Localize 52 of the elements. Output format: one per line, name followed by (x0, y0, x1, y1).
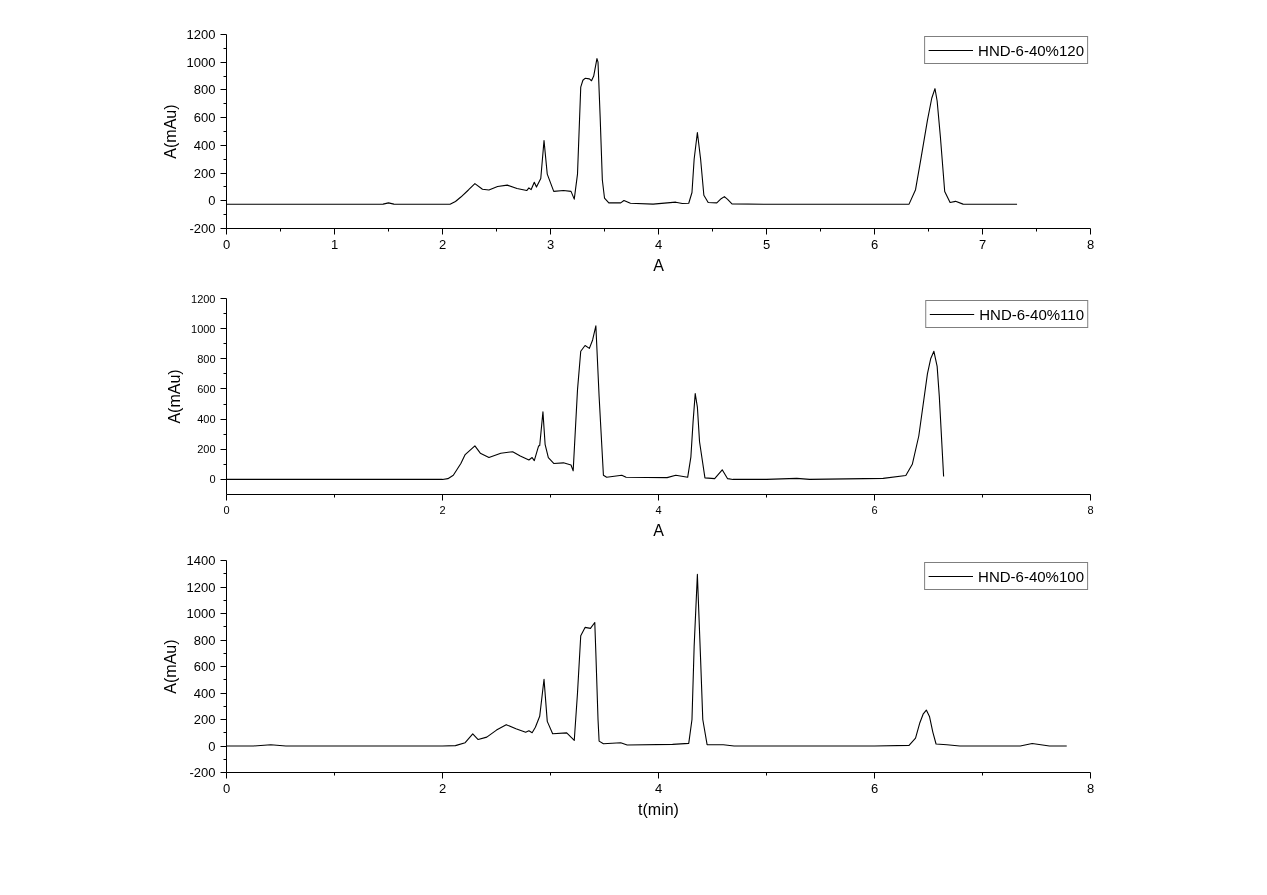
y-tick-label: 400 (197, 413, 216, 426)
y-tick-label: 1000 (191, 322, 216, 335)
x-tick-label: 1 (330, 236, 339, 252)
y-tick-label: -200 (189, 221, 216, 236)
y-tick-label: 800 (193, 632, 216, 648)
x-tick-label: 8 (1087, 503, 1094, 516)
x-tick-label: 0 (222, 780, 231, 796)
y-tick-label: 1200 (186, 27, 216, 42)
legend-label: HND-6-40%110 (979, 305, 1084, 323)
x-tick-label: 6 (870, 236, 879, 252)
y-axis-title: A(mAu) (161, 639, 179, 694)
x-tick-label: 2 (439, 503, 446, 516)
x-tick-label: 7 (978, 236, 987, 252)
x-tick-label: 2 (438, 236, 447, 252)
y-tick-label: 1200 (191, 292, 216, 305)
y-tick-label: 1400 (186, 553, 216, 568)
x-tick-label: 4 (655, 503, 662, 516)
y-tick-label: 1200 (186, 579, 216, 595)
legend-label: HND-6-40%120 (978, 41, 1084, 59)
y-tick-label: 200 (193, 165, 216, 181)
y-tick-label: 1000 (186, 54, 216, 70)
x-tick-label: 5 (762, 236, 771, 252)
x-tick-label: 0 (223, 503, 230, 516)
x-tick-label: 8 (1086, 236, 1095, 252)
x-tick-label: 4 (654, 780, 663, 796)
y-tick-label: 800 (193, 82, 216, 98)
y-tick-label: 600 (193, 659, 216, 674)
y-axis-title: A(mAu) (166, 369, 184, 424)
y-tick-label: 600 (197, 382, 216, 395)
x-axis-title: t(min) (638, 800, 679, 818)
x-axis-title: A (653, 256, 665, 274)
x-tick-label: 8 (1086, 780, 1095, 796)
x-tick-label: 3 (546, 236, 555, 252)
x-tick-label: 0 (222, 236, 231, 252)
y-tick-label: 800 (197, 352, 216, 365)
x-tick-label: 2 (438, 780, 447, 796)
y-tick-label: 0 (208, 738, 216, 754)
y-tick-label: 0 (208, 193, 216, 209)
y-tick-label: 200 (193, 712, 216, 727)
x-tick-label: 6 (870, 780, 879, 796)
x-axis-title: A (653, 521, 665, 539)
y-tick-label: 1000 (186, 606, 216, 621)
y-tick-label: 0 (209, 473, 216, 486)
y-axis-title: A(mAu) (161, 104, 179, 159)
y-tick-label: -200 (189, 765, 216, 780)
legend-label: HND-6-40%100 (978, 567, 1084, 585)
y-tick-label: 200 (197, 443, 216, 456)
x-tick-label: 4 (654, 236, 663, 252)
y-tick-label: 400 (193, 137, 216, 153)
x-tick-label: 6 (871, 503, 878, 516)
y-tick-label: 400 (193, 685, 216, 701)
y-tick-label: 600 (193, 110, 216, 126)
